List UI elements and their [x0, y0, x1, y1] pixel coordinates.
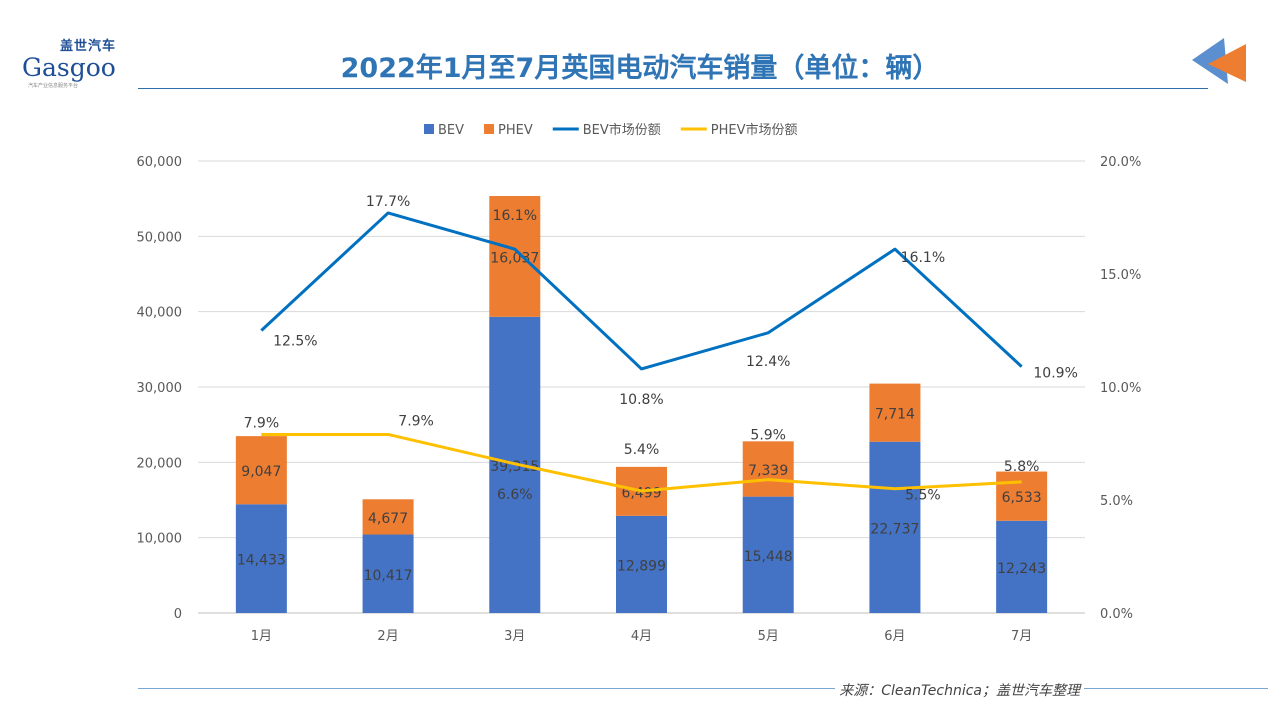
phev-bar: [235, 436, 287, 505]
logo-subtitle: 汽车产业信息服务平台: [28, 83, 79, 89]
phev-share-label: 5.5%: [905, 488, 941, 504]
bev-share-label: 12.4%: [746, 354, 790, 370]
bev-share-label: 12.5%: [273, 334, 317, 350]
bev-share-label: 10.9%: [1033, 366, 1077, 382]
bev-bar: [869, 441, 921, 613]
legend-label: PHEV: [498, 123, 533, 138]
right-axis-tick: 10.0%: [1100, 381, 1141, 396]
phev-share-label: 5.9%: [750, 428, 786, 444]
left-axis-tick: 10,000: [137, 532, 183, 547]
bev-data-label: 14,433: [237, 553, 286, 569]
left-axis-tick: 60,000: [137, 155, 183, 170]
x-axis-tick: 6月: [884, 629, 905, 644]
x-axis-tick: 1月: [251, 629, 272, 644]
x-axis-tick: 4月: [631, 629, 652, 644]
phev-share-label: 7.9%: [398, 413, 434, 429]
phev-data-label: 7,714: [875, 407, 915, 423]
phev-data-label: 9,047: [241, 464, 281, 480]
phev-share-line: [261, 432, 1022, 493]
bev-bar: [362, 534, 414, 613]
bev-share-label: 16.1%: [901, 250, 945, 266]
bev-bar: [235, 504, 287, 613]
bev-data-label: 12,899: [617, 558, 666, 574]
bev-data-label: 39,315: [490, 459, 539, 475]
right-axis-tick: 20.0%: [1100, 155, 1141, 170]
right-axis-tick: 5.0%: [1100, 494, 1133, 509]
legend-label: PHEV市场份额: [711, 122, 798, 138]
phev-share-label: 5.4%: [624, 442, 660, 458]
x-axis-tick: 5月: [758, 629, 779, 644]
title-divider: [138, 88, 1208, 89]
gasgoo-logo: 盖世汽车 Gasgoo 汽车产业信息服务平台: [18, 40, 133, 96]
phev-share-label: 5.8%: [1004, 459, 1040, 475]
bev-share-label: 10.8%: [619, 392, 663, 408]
left-axis-tick: 30,000: [137, 381, 183, 396]
phev-share-label: 7.9%: [244, 415, 280, 431]
left-axis-tick: 50,000: [137, 230, 183, 245]
phev-bar: [742, 441, 794, 497]
bev-bar: [996, 520, 1048, 613]
bev-data-label: 10,417: [364, 568, 413, 584]
bev-data-label: 22,737: [870, 521, 919, 537]
legend-label: BEV: [438, 123, 464, 138]
x-axis-tick: 2月: [377, 629, 398, 644]
footer-divider: [138, 688, 1268, 689]
arrow-decoration-icon: [1192, 38, 1246, 84]
phev-data-label: 6,533: [1002, 490, 1042, 506]
x-axis-tick: 7月: [1011, 629, 1032, 644]
bev-bar: [616, 515, 667, 613]
left-axis-tick: 0: [174, 607, 182, 622]
phev-bar: [489, 196, 541, 317]
logo-cn-text: 盖世汽车: [60, 39, 117, 54]
source-note: 来源：CleanTechnica；盖世汽车整理: [835, 680, 1084, 700]
phev-share-label: 6.6%: [497, 487, 533, 503]
bev-share-label: 17.7%: [366, 194, 410, 210]
bev-bar: [742, 496, 794, 613]
right-axis-tick: 15.0%: [1100, 268, 1141, 283]
bev-data-label: 15,448: [744, 549, 793, 565]
left-axis-tick: 40,000: [137, 306, 183, 321]
phev-bar: [362, 499, 414, 535]
right-axis-tick: 0.0%: [1100, 607, 1133, 622]
phev-bar: [996, 471, 1048, 521]
legend-swatch: [484, 124, 495, 134]
bev-share-label: 16.1%: [493, 208, 537, 224]
legend-swatch: [424, 124, 434, 134]
legend-label: BEV市场份额: [583, 122, 661, 138]
phev-bar: [869, 383, 921, 442]
x-axis-tick: 3月: [504, 629, 525, 644]
bev-data-label: 12,243: [997, 561, 1046, 577]
logo-en-text: Gasgoo: [22, 53, 116, 82]
page-title: 2022年1月至7月英国电动汽车销量（单位：辆）: [340, 53, 940, 84]
phev-data-label: 7,339: [748, 463, 788, 479]
left-axis-tick: 20,000: [137, 456, 183, 471]
phev-data-label: 4,677: [368, 511, 408, 527]
bev-share-line: [260, 211, 1023, 371]
